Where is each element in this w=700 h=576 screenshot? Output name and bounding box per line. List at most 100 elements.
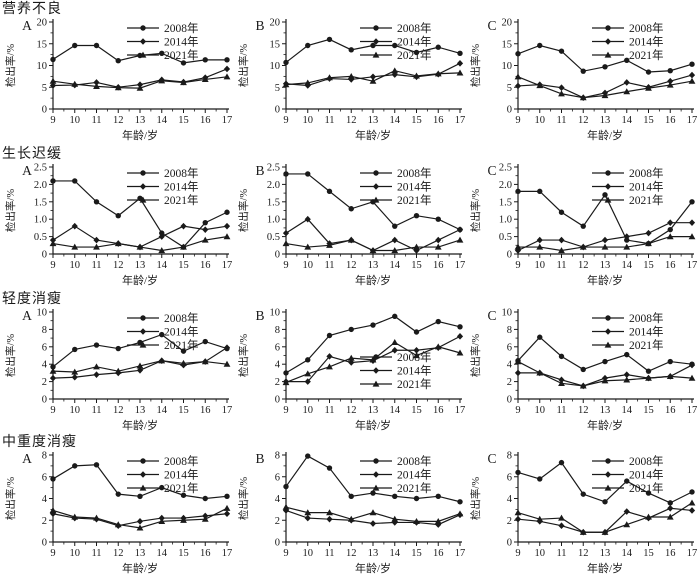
marker-2008年 <box>457 499 463 505</box>
marker-2008年 <box>515 188 521 195</box>
marker-2021年 <box>688 77 696 84</box>
marker-2021年 <box>180 79 187 86</box>
marker-2021年 <box>326 509 333 516</box>
x-tick-label: 12 <box>578 405 589 416</box>
marker-2014年 <box>348 359 355 366</box>
marker-2008年 <box>435 493 441 500</box>
x-tick-label: 12 <box>346 548 357 559</box>
legend-marker-2008年 <box>140 315 146 321</box>
series-line-2021年 <box>517 502 693 533</box>
marker-2008年 <box>93 199 100 205</box>
y-tick-label: 8 <box>507 325 512 336</box>
marker-2021年 <box>180 243 187 250</box>
legend-marker-2014年 <box>139 38 147 45</box>
x-tick-label: 11 <box>91 115 101 126</box>
y-tick-label: 4 <box>507 494 513 505</box>
marker-2021年 <box>413 517 420 524</box>
marker-2021年 <box>536 515 544 522</box>
x-tick-label: 9 <box>283 115 288 126</box>
marker-2021年 <box>579 528 587 535</box>
marker-2021年 <box>71 513 79 520</box>
marker-2021年 <box>623 88 631 95</box>
legend-label-2014年: 2014年 <box>164 324 199 338</box>
marker-2021年 <box>136 243 144 250</box>
marker-2008年 <box>645 368 652 374</box>
y-tick-label: 0 <box>275 250 280 261</box>
panel-letter: A <box>22 163 32 178</box>
marker-2008年 <box>667 68 673 74</box>
marker-2021年 <box>158 247 166 254</box>
y-tick-label: 6 <box>275 472 280 483</box>
marker-2021年 <box>201 76 209 83</box>
y-tick-label: 10 <box>37 61 48 72</box>
marker-2021年 <box>282 379 290 386</box>
x-tick-label: 16 <box>200 115 211 126</box>
marker-2008年 <box>348 326 354 333</box>
marker-2008年 <box>580 223 586 229</box>
marker-2021年 <box>49 367 57 374</box>
marker-2021年 <box>558 247 565 254</box>
y-tick-label: 4 <box>42 494 48 505</box>
series-line-2014年 <box>285 218 461 252</box>
x-tick-label: 16 <box>433 405 444 416</box>
x-tick-label: 13 <box>600 405 611 416</box>
legend-marker-2008年 <box>373 458 379 464</box>
legend-label-2021年: 2021年 <box>397 377 432 391</box>
marker-2021年 <box>601 92 609 99</box>
legend-marker-2008年 <box>373 25 379 31</box>
y-tick-label: 4 <box>507 360 513 371</box>
marker-2008年 <box>50 364 56 370</box>
x-tick-label: 9 <box>283 260 288 271</box>
legend-marker-2014年 <box>372 367 380 374</box>
x-tick-label: 11 <box>324 548 334 559</box>
y-tick-label: 0.5 <box>267 232 280 243</box>
marker-2014年 <box>456 333 464 340</box>
marker-2008年 <box>602 499 608 505</box>
x-tick-label: 14 <box>622 115 633 126</box>
x-tick-label: 15 <box>178 405 189 416</box>
marker-2021年 <box>391 67 399 74</box>
chart-stunting-B: 0 0.5 1.0 1.5 2.0 2.5 9 10 11 12 13 14 15 16 17 检出率/% 年龄… <box>234 157 465 288</box>
x-tick-label: 14 <box>390 260 401 271</box>
legend-marker-2021年 <box>604 341 612 348</box>
marker-2008年 <box>305 42 311 49</box>
x-tick-label: 13 <box>368 405 379 416</box>
x-tick-label: 10 <box>303 260 314 271</box>
marker-2021年 <box>456 236 464 243</box>
marker-2008年 <box>689 199 695 205</box>
marker-2014年 <box>391 236 398 244</box>
x-tick-label: 10 <box>535 405 546 416</box>
y-tick-label: 0 <box>275 538 280 549</box>
marker-2008年 <box>72 463 78 469</box>
x-tick-label: 12 <box>578 115 589 126</box>
marker-2021年 <box>158 77 166 84</box>
series-line-2014年 <box>517 507 693 533</box>
y-tick-label: 1.5 <box>34 197 47 208</box>
marker-2014年 <box>391 346 398 354</box>
y-tick-label: 1.0 <box>267 215 280 226</box>
marker-2021年 <box>434 243 442 250</box>
marker-2008年 <box>115 213 121 219</box>
y-axis-title: 检出率/% <box>237 44 250 87</box>
x-tick-label: 10 <box>303 548 314 559</box>
x-tick-label: 16 <box>665 115 676 126</box>
x-axis-title: 年龄/岁 <box>587 561 623 575</box>
x-tick-label: 15 <box>643 405 654 416</box>
legend-label-2008年: 2008年 <box>164 21 199 35</box>
legend-label-2008年: 2008年 <box>397 166 432 180</box>
chart-mild-wasting-B: 0 2 4 6 8 10 9 10 11 12 13 14 15 16 17 检出率/% 年龄/岁 B 2008年 2… <box>234 302 465 433</box>
x-axis-title: 年龄/岁 <box>122 561 158 575</box>
x-tick-label: 14 <box>157 548 168 559</box>
x-tick-label: 16 <box>200 260 211 271</box>
line-chart-svg-B: 0 5 10 15 20 9 10 11 12 13 14 15 16 17 检出率/% 年龄/岁 B 2008年… <box>237 18 465 143</box>
marker-2014年 <box>667 77 674 85</box>
marker-2014年 <box>304 514 311 522</box>
marker-2008年 <box>224 209 230 215</box>
marker-2014年 <box>158 233 165 240</box>
legend-label-2014年: 2014年 <box>164 467 199 481</box>
x-tick-label: 15 <box>178 260 189 271</box>
marker-2014年 <box>456 60 464 67</box>
y-tick-label: 1.5 <box>499 197 512 208</box>
x-tick-label: 14 <box>390 548 401 559</box>
